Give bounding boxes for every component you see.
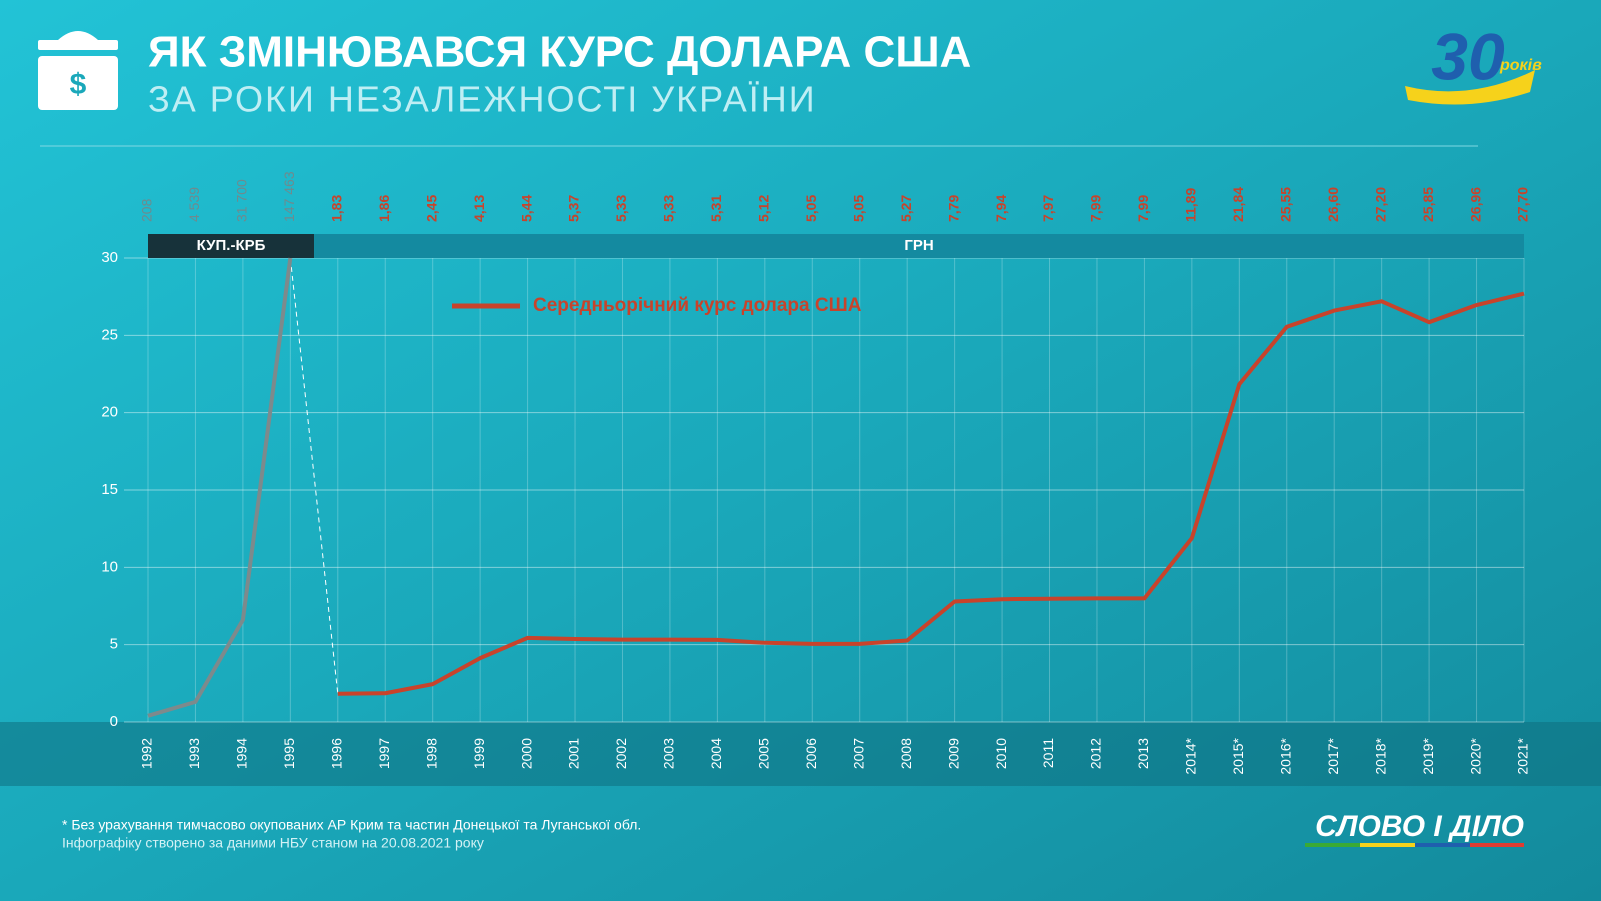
data-label: 26,96: [1467, 187, 1483, 222]
svg-text:$: $: [70, 68, 87, 101]
data-label: 5,33: [613, 195, 629, 222]
x-tick-label: 2013: [1135, 738, 1151, 769]
y-tick-label: 30: [101, 249, 118, 266]
data-label: 5,12: [756, 195, 772, 222]
band: [314, 234, 1524, 258]
x-tick-label: 1998: [423, 738, 439, 769]
logo-number: 30: [1431, 19, 1505, 93]
data-label: 26,60: [1325, 187, 1341, 222]
band: [148, 234, 315, 258]
subtitle: ЗА РОКИ НЕЗАЛЕЖНОСТІ УКРАЇНИ: [148, 79, 817, 120]
data-label: 7,97: [1040, 195, 1056, 222]
x-tick-label: 1992: [139, 738, 155, 769]
x-tick-label: 2010: [993, 738, 1009, 769]
y-tick-label: 20: [101, 404, 118, 421]
data-label: 5,31: [708, 195, 724, 222]
x-tick-label: 2002: [613, 738, 629, 769]
series-line: [337, 291, 1525, 696]
x-tick-label: 2008: [898, 738, 914, 769]
brand-stripe: [1305, 843, 1524, 847]
x-tick-label: 2017*: [1325, 737, 1341, 774]
legend-label: Середньорічний курс долара США: [533, 295, 862, 316]
data-label: 5,27: [898, 195, 914, 222]
data-label: 1,83: [328, 195, 344, 222]
title: ЯК ЗМІНЮВАВСЯ КУРС ДОЛАРА США: [148, 28, 971, 77]
data-label: 27,70: [1515, 187, 1531, 222]
data-label: 5,05: [850, 195, 866, 222]
x-tick-label: 1999: [471, 738, 487, 769]
series-line: [147, 257, 293, 718]
krb-rate-label: 147 463: [281, 171, 297, 222]
data-label: 7,79: [945, 195, 961, 222]
x-tick-label: 2009: [945, 738, 961, 769]
x-tick-label: 2021*: [1515, 737, 1531, 774]
x-tick-label: 1995: [281, 738, 297, 769]
x-tick-label: 2007: [850, 738, 866, 769]
data-label: 27,20: [1372, 187, 1388, 222]
x-tick-label: 1994: [234, 738, 250, 769]
x-tick-label: 2011: [1040, 738, 1056, 768]
data-label: 4,13: [471, 195, 487, 222]
brand: СЛОВО І ДІЛО: [1315, 810, 1524, 843]
header-icon: $: [38, 31, 118, 110]
source: Інфографіку створено за даними НБУ стано…: [62, 835, 484, 851]
x-tick-label: 1993: [186, 738, 202, 769]
y-tick-label: 0: [110, 713, 118, 730]
data-label: 7,99: [1088, 195, 1104, 222]
axis-strip: [0, 722, 1601, 786]
x-tick-label: 1996: [328, 738, 344, 769]
x-tick-label: 2005: [756, 738, 772, 769]
data-label: 1,86: [376, 195, 392, 222]
data-label: 25,85: [1420, 187, 1436, 222]
data-label: 5,37: [566, 195, 582, 222]
footnote: * Без урахування тимчасово окупованих АР…: [62, 817, 641, 833]
x-tick-label: 2000: [518, 738, 534, 769]
y-tick-label: 10: [101, 558, 118, 575]
x-tick-label: 2003: [661, 738, 677, 769]
x-tick-label: 2004: [708, 738, 724, 769]
x-tick-label: 1997: [376, 738, 392, 769]
y-tick-label: 25: [101, 326, 118, 343]
x-tick-label: 2006: [803, 738, 819, 769]
y-tick-label: 15: [101, 481, 118, 498]
x-tick-label: 2001: [566, 738, 582, 769]
data-label: 25,55: [1277, 187, 1293, 222]
logo-text: років: [1499, 57, 1542, 74]
data-label: 2,45: [423, 195, 439, 222]
krb-rate-label: 208: [139, 198, 155, 222]
x-tick-label: 2020*: [1467, 737, 1483, 774]
data-label: 7,99: [1135, 195, 1151, 222]
krb-rate-label: 4 539: [186, 187, 202, 222]
chart: 0 5 10 15 20 25 30 КУП.-КРБ ГРН 1992 1993 1994 1995 1…: [101, 171, 1530, 774]
data-label: 5,05: [803, 195, 819, 222]
band-label: ГРН: [904, 237, 933, 254]
anniversary-logo: 30 років: [1405, 19, 1542, 105]
band-label: КУП.-КРБ: [197, 237, 266, 254]
data-label: 7,94: [993, 195, 1009, 222]
x-tick-label: 2019*: [1420, 737, 1436, 774]
data-label: 5,44: [518, 195, 534, 222]
data-label: 11,89: [1183, 188, 1199, 222]
y-tick-label: 5: [110, 636, 118, 653]
data-label: 5,33: [661, 195, 677, 222]
krb-rate-label: 31 700: [234, 179, 250, 222]
data-label: 21,84: [1230, 187, 1246, 222]
x-tick-label: 2015*: [1230, 737, 1246, 774]
x-tick-label: 2012: [1088, 738, 1104, 769]
x-tick-label: 2018*: [1372, 737, 1388, 774]
x-tick-label: 2016*: [1277, 737, 1293, 774]
x-tick-label: 2014*: [1183, 737, 1199, 774]
connector: [289, 257, 339, 694]
